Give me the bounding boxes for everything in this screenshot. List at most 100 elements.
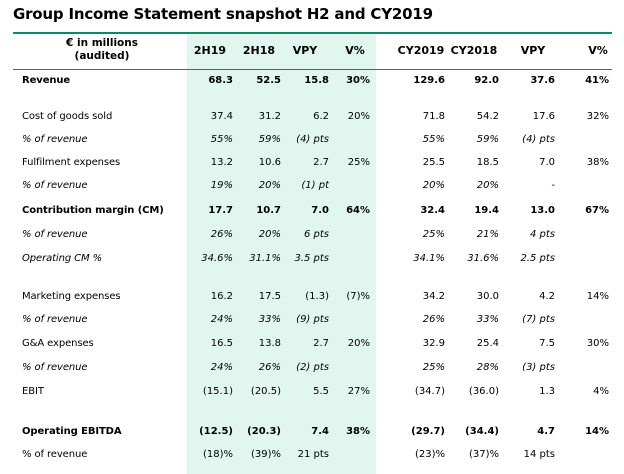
table-cell: (1.3) bbox=[305, 291, 329, 302]
table-cell: 15.8 bbox=[304, 75, 329, 86]
table-cell: 59% bbox=[476, 134, 499, 145]
table-cell: 25% bbox=[347, 157, 370, 168]
table-row: Revenue 68.3 52.5 15.8 30% 129.6 92.0 37.6 41% bbox=[0, 72, 624, 92]
table-cell: 38% bbox=[586, 157, 609, 168]
table-row: G&A expenses 16.5 13.8 2.7 20% 32.9 25.4 7.5 30% bbox=[0, 335, 624, 355]
table-row: Fulfilment expenses 13.2 10.6 2.7 25% 25.5 18.… bbox=[0, 154, 624, 174]
row-label: EBIT bbox=[22, 386, 44, 397]
column-header: V% bbox=[345, 44, 365, 57]
table-cell: 19.4 bbox=[474, 205, 499, 216]
table-cell: 4% bbox=[593, 386, 609, 397]
table-cell: 32.9 bbox=[422, 338, 445, 349]
table-cell: 6 pts bbox=[303, 229, 329, 240]
table-cell: (36.0) bbox=[468, 386, 499, 397]
table-cell: 37.6 bbox=[530, 75, 555, 86]
table-cell: 16.5 bbox=[210, 338, 233, 349]
table-cell: 27% bbox=[347, 386, 370, 397]
table-row: % of revenue (18)% (39)% 21 pts (23)% (37)% 14… bbox=[0, 446, 624, 466]
table-cell: 2.7 bbox=[313, 338, 329, 349]
table-cell: 52.5 bbox=[256, 75, 281, 86]
table-cell: 25% bbox=[422, 229, 445, 240]
table-cell: 32% bbox=[586, 111, 609, 122]
table-cell: (34.7) bbox=[414, 386, 445, 397]
column-header: CY2018 bbox=[450, 44, 498, 57]
table-cell: 20% bbox=[476, 180, 499, 191]
row-label: % of revenue bbox=[22, 229, 88, 240]
table-cell: 54.2 bbox=[476, 111, 499, 122]
table-cell: 7.0 bbox=[539, 157, 555, 168]
table-cell: 7.5 bbox=[539, 338, 555, 349]
table-cell: 10.7 bbox=[256, 205, 281, 216]
table-cell: 4.2 bbox=[539, 291, 555, 302]
table-cell: (20.5) bbox=[250, 386, 281, 397]
table-cell: (1) pt bbox=[301, 180, 329, 191]
table-cell: 67% bbox=[585, 205, 609, 216]
table-cell: 20% bbox=[258, 229, 281, 240]
units-header: € in millions (audited) bbox=[50, 37, 154, 63]
table-cell: (4) pts bbox=[296, 134, 329, 145]
row-label: Fulfilment expenses bbox=[22, 157, 121, 168]
row-label: Marketing expenses bbox=[22, 291, 121, 302]
row-label: % of revenue bbox=[22, 134, 88, 145]
column-header: CY2019 bbox=[397, 44, 445, 57]
table-cell: (3) pts bbox=[522, 362, 555, 373]
highlight-band-h2 bbox=[187, 34, 376, 474]
table-cell: (9) pts bbox=[296, 314, 329, 325]
page-title: Group Income Statement snapshot H2 and C… bbox=[13, 5, 433, 23]
table-row: Operating EBITDA (12.5) (20.3) 7.4 38% (29.7)… bbox=[0, 423, 624, 443]
table-cell: 33% bbox=[258, 314, 281, 325]
table-cell: (37)% bbox=[468, 449, 499, 460]
table-row: % of revenue 26% 20% 6 pts 25% 21% 4 pts bbox=[0, 226, 624, 246]
table-cell: 92.0 bbox=[474, 75, 499, 86]
table-cell: 20% bbox=[422, 180, 445, 191]
row-label: G&A expenses bbox=[22, 338, 94, 349]
top-rule bbox=[13, 32, 612, 34]
table-cell: 28% bbox=[476, 362, 499, 373]
table-cell: 21 pts bbox=[297, 449, 329, 460]
table-cell: 10.6 bbox=[258, 157, 281, 168]
row-label: % of revenue bbox=[22, 314, 88, 325]
table-row: % of revenue 24% 33% (9) pts 26% 33% (7) pts bbox=[0, 311, 624, 331]
table-cell: 32.4 bbox=[420, 205, 445, 216]
row-label: Cost of goods sold bbox=[22, 111, 113, 122]
table-cell: 37.4 bbox=[210, 111, 233, 122]
row-label: % of revenue bbox=[22, 180, 88, 191]
table-cell: 30.0 bbox=[476, 291, 499, 302]
row-label: % of revenue bbox=[22, 362, 88, 373]
table-cell: 129.6 bbox=[413, 75, 445, 86]
table-cell: (2) pts bbox=[296, 362, 329, 373]
table-cell: 26% bbox=[258, 362, 281, 373]
table-cell: 2.7 bbox=[313, 157, 329, 168]
table-row: Cost of goods sold 37.4 31.2 6.2 20% 71.8 54.2… bbox=[0, 108, 624, 128]
table-cell: 13.0 bbox=[530, 205, 555, 216]
table-row: % of revenue 24% 26% (2) pts 25% 28% (3) pts bbox=[0, 359, 624, 379]
table-cell: 31.1% bbox=[249, 253, 281, 264]
table-cell: 4.7 bbox=[537, 426, 555, 437]
column-header: V% bbox=[588, 44, 608, 57]
table-cell: (29.7) bbox=[411, 426, 445, 437]
table-cell: 20% bbox=[258, 180, 281, 191]
table-cell: 4 pts bbox=[529, 229, 555, 240]
table-cell: 20% bbox=[347, 111, 370, 122]
table-row: EBIT (15.1) (20.5) 5.5 27% (34.7) (36.0) 1.3 4% bbox=[0, 383, 624, 403]
row-label: % of revenue bbox=[22, 449, 88, 460]
table-cell: 19% bbox=[210, 180, 233, 191]
table-row: Marketing expenses 16.2 17.5 (1.3) (7)% 34.2 3… bbox=[0, 288, 624, 308]
table-cell: (7) pts bbox=[522, 314, 555, 325]
table-cell: 7.0 bbox=[311, 205, 329, 216]
table-cell: 25.5 bbox=[422, 157, 445, 168]
table-row: % of revenue 19% 20% (1) pt 20% 20% - bbox=[0, 177, 624, 197]
table-cell: 71.8 bbox=[422, 111, 445, 122]
table-cell: 17.6 bbox=[532, 111, 555, 122]
table-cell: 3.5 pts bbox=[294, 253, 329, 264]
table-cell: 30% bbox=[586, 338, 609, 349]
table-cell: 1.3 bbox=[539, 386, 555, 397]
table-cell: 5.5 bbox=[313, 386, 329, 397]
table-cell: 24% bbox=[210, 314, 233, 325]
table-cell: (34.4) bbox=[465, 426, 499, 437]
table-cell: 2.5 pts bbox=[520, 253, 555, 264]
table-cell: 26% bbox=[422, 314, 445, 325]
table-cell: 13.8 bbox=[258, 338, 281, 349]
row-label: Operating CM % bbox=[22, 253, 103, 264]
table-cell: 55% bbox=[422, 134, 445, 145]
